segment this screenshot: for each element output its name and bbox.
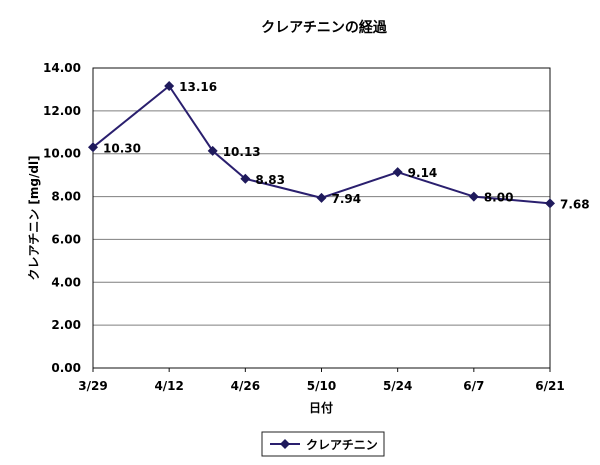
- y-tick-label: 10.00: [43, 147, 81, 161]
- legend-box: [261, 431, 385, 457]
- data-point: [545, 198, 555, 209]
- y-tick-label: 0.00: [51, 361, 81, 375]
- chart-title: クレアチニンの経過: [261, 19, 388, 36]
- x-axis-ticks: 3/29 4/12 4/26 5/10 5/24 6/7 6/21: [78, 368, 565, 393]
- data-label: 7.94: [332, 192, 362, 206]
- legend-marker-swatch: [280, 439, 290, 449]
- y-tick-label: 12.00: [43, 104, 81, 118]
- x-tick-label: 5/24: [383, 379, 412, 393]
- data-label: 8.00: [484, 191, 514, 205]
- data-label: 9.14: [408, 166, 438, 180]
- data-point: [207, 145, 218, 156]
- x-tick-label: 4/26: [231, 379, 260, 393]
- y-tick-label: 8.00: [51, 190, 81, 204]
- data-label: 10.13: [223, 145, 261, 159]
- plot-border: [92, 67, 551, 369]
- legend: クレアチニン: [261, 431, 385, 457]
- x-tick-label: 6/7: [463, 379, 484, 393]
- x-axis-label: 日付: [309, 400, 333, 415]
- x-tick-label: 3/29: [78, 379, 107, 393]
- data-label: 13.16: [179, 80, 217, 94]
- data-point: [316, 192, 327, 203]
- data-point: [392, 167, 403, 178]
- x-tick-label: 4/12: [154, 379, 183, 393]
- data-label: 7.68: [560, 197, 590, 211]
- y-tick-label: 14.00: [43, 61, 81, 75]
- data-point: [164, 81, 175, 91]
- series-line: [92, 85, 551, 205]
- y-tick-label: 6.00: [51, 232, 81, 246]
- data-point: [240, 173, 251, 184]
- y-tick-label: 4.00: [51, 275, 81, 289]
- x-tick-label: 5/10: [307, 379, 336, 393]
- data-label: 8.83: [255, 173, 285, 187]
- legend-label: クレアチニン: [306, 438, 378, 452]
- data-point: [468, 191, 479, 202]
- grid-lines: [93, 110, 550, 326]
- data-labels: 10.30 13.16 10.13 8.83 7.94 9.14 8.00 7.68: [103, 80, 590, 211]
- y-axis-ticks: 0.00 2.00 4.00 6.00 8.00 10.00 12.00 14.00: [43, 61, 81, 375]
- data-label: 10.30: [103, 141, 141, 155]
- data-point: [88, 142, 98, 153]
- y-tick-label: 2.00: [51, 318, 81, 332]
- x-tick-label: 6/21: [535, 379, 564, 393]
- plot-area: [93, 68, 550, 368]
- y-axis-label: クレアチニン [mg/dl]: [27, 155, 41, 280]
- series-group: [88, 81, 555, 209]
